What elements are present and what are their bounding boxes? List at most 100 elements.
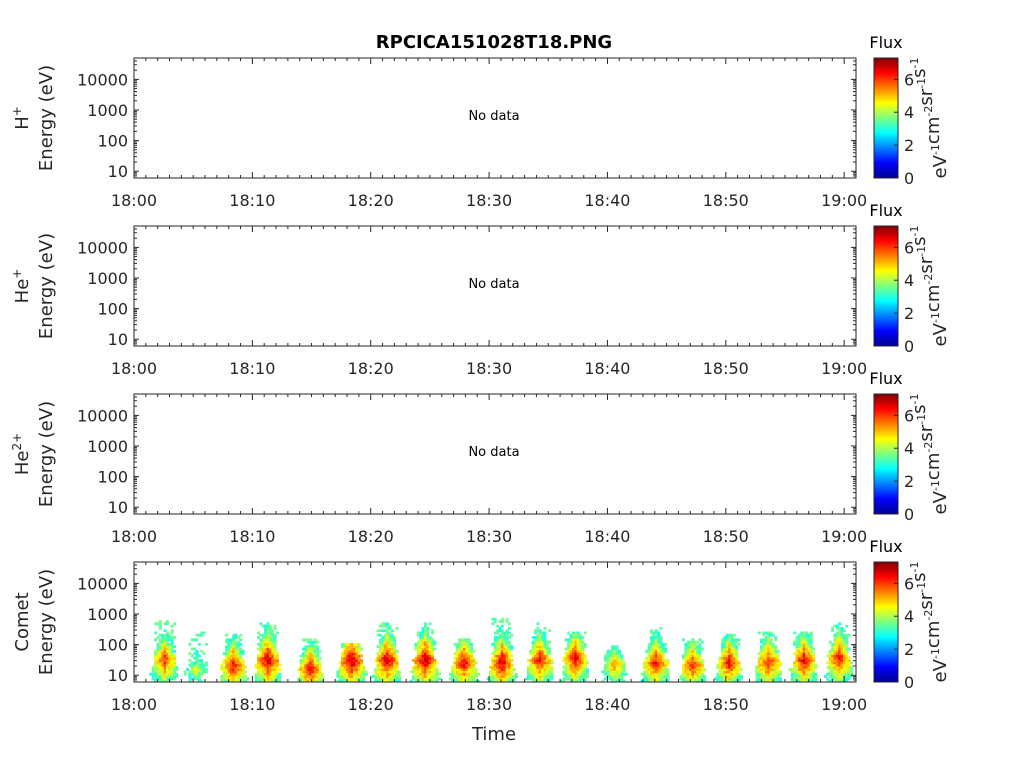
heatmap-cell: [237, 645, 240, 649]
heatmap-cell: [472, 649, 476, 653]
heatmap-cell: [386, 652, 389, 655]
heatmap-cell: [725, 659, 729, 662]
heatmap-cell: [769, 659, 773, 662]
heatmap-cell: [360, 670, 363, 674]
heatmap-cell: [343, 647, 347, 651]
heatmap-cell: [257, 631, 260, 635]
heatmap-cell: [845, 654, 849, 658]
heatmap-cell: [793, 652, 797, 655]
heatmap-cell: [508, 661, 511, 665]
heatmap-cell: [316, 668, 320, 671]
heatmap-cell: [341, 656, 344, 660]
heatmap-cell: [225, 645, 228, 649]
heatmap-cell: [234, 670, 238, 674]
heatmap-cell: [433, 643, 437, 646]
heatmap-cell: [620, 654, 624, 658]
heatmap-cell: [309, 640, 313, 644]
heatmap-cell: [843, 640, 846, 644]
heatmap-cell: [567, 649, 571, 653]
heatmap-cell: [798, 672, 801, 676]
heatmap-cell: [161, 661, 165, 665]
heatmap-cell: [691, 665, 695, 669]
heatmap-cell: [767, 675, 771, 678]
heatmap-cell: [536, 659, 540, 662]
heatmap-cell: [467, 654, 471, 658]
heatmap-cell: [416, 643, 420, 646]
heatmap-cell: [732, 663, 736, 667]
heatmap-cell: [618, 668, 621, 671]
heatmap-cell: [500, 668, 504, 671]
heatmap-cell: [421, 645, 425, 649]
heatmap-cell: [304, 654, 308, 658]
heatmap-cell: [433, 668, 437, 671]
heatmap-cell: [470, 670, 473, 674]
heatmap-cell: [227, 675, 231, 678]
heatmap-cell: [807, 640, 811, 644]
heatmap-cell: [657, 640, 661, 644]
heatmap-cell: [693, 661, 697, 665]
heatmap-cell: [564, 675, 568, 678]
heatmap-cell: [583, 670, 587, 674]
heatmap-cell: [510, 670, 514, 674]
heatmap-cell: [376, 677, 380, 681]
heatmap-cell: [538, 677, 542, 681]
heatmap-cell: [608, 665, 612, 669]
heatmap-cell: [355, 670, 359, 674]
heatmap-cell: [227, 656, 231, 660]
heatmap-cell: [268, 656, 272, 660]
heatmap-cell: [505, 629, 509, 633]
heatmap-cell: [664, 659, 668, 662]
heatmap-cell: [772, 656, 775, 660]
heatmap-cell: [388, 652, 392, 655]
heatmap-cell: [716, 679, 720, 683]
x-tick-label: 18:20: [348, 527, 394, 546]
heatmap-cell: [276, 652, 279, 655]
heatmap-cell: [579, 672, 582, 676]
heatmap-cell: [278, 668, 282, 671]
heatmap-cell: [470, 663, 473, 667]
heatmap-cell: [393, 677, 397, 681]
heatmap-cell: [764, 656, 768, 660]
heatmap-cell: [154, 672, 157, 676]
heatmap-cell: [431, 665, 434, 669]
heatmap-cell: [200, 670, 204, 674]
heatmap-cell: [261, 672, 265, 676]
heatmap-cell: [271, 643, 275, 646]
heatmap-cell: [175, 672, 179, 676]
heatmap-cell: [508, 663, 511, 667]
heatmap-cell: [735, 649, 739, 653]
heatmap-cell: [529, 663, 533, 667]
heatmap-cell: [376, 661, 380, 665]
heatmap-cell: [647, 670, 651, 674]
heatmap-cell: [767, 647, 771, 651]
heatmap-cell: [170, 670, 174, 674]
heatmap-cell: [362, 670, 366, 674]
heatmap-cell: [505, 672, 509, 676]
heatmap-cell: [299, 679, 303, 683]
heatmap-cell: [579, 679, 582, 683]
heatmap-cell: [264, 633, 268, 637]
heatmap-cell: [186, 668, 189, 671]
heatmap-cell: [470, 661, 473, 665]
heatmap-cell: [386, 636, 389, 639]
heatmap-cell: [168, 677, 172, 681]
heatmap-cell: [395, 668, 399, 671]
heatmap-cell: [847, 663, 851, 667]
heatmap-cell: [691, 638, 695, 642]
heatmap-cell: [538, 645, 542, 649]
heatmap-cell: [353, 649, 356, 653]
heatmap-cell: [498, 645, 502, 649]
heatmap-cells: [149, 617, 853, 683]
heatmap-cell: [500, 631, 504, 635]
heatmap-cell: [698, 654, 702, 658]
heatmap-cell: [259, 659, 263, 662]
heatmap-cell: [527, 659, 530, 662]
heatmap-cell: [693, 679, 697, 683]
heatmap-cell: [725, 672, 729, 676]
heatmap-cell: [264, 659, 268, 662]
heatmap-cell: [299, 672, 303, 676]
heatmap-cell: [158, 672, 162, 676]
heatmap-cell: [650, 677, 653, 681]
heatmap-cell: [393, 636, 397, 639]
